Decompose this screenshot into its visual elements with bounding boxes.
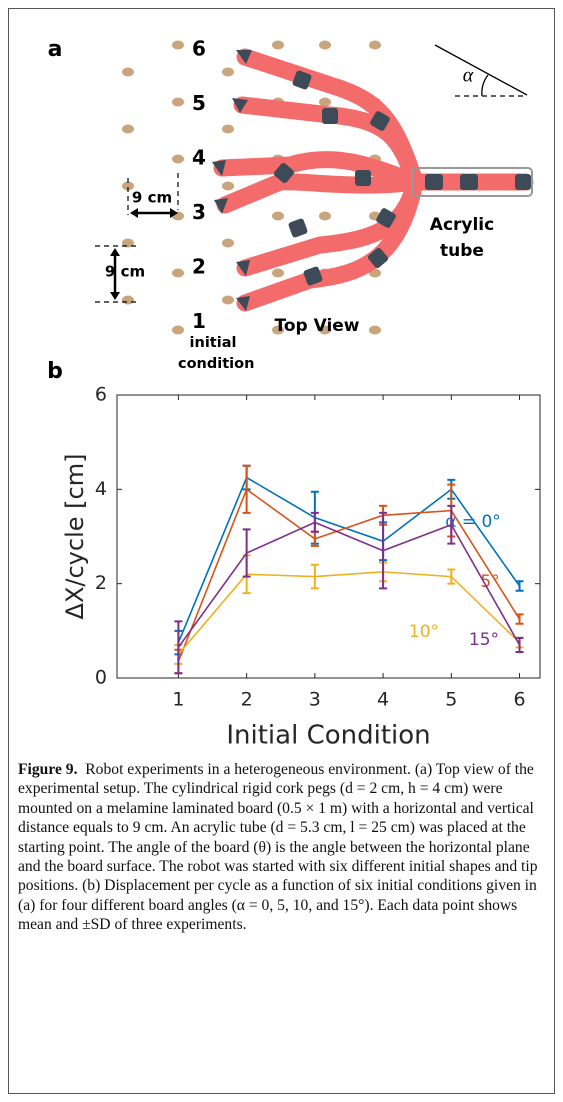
peg — [319, 325, 331, 335]
y-tick-label: 6 — [95, 384, 107, 406]
spacing-label: 9 cm — [132, 189, 172, 207]
panel-label: b — [47, 359, 63, 384]
frame — [8, 8, 555, 1094]
series-label: 10° — [409, 622, 439, 642]
y-tick-label: 4 — [95, 478, 107, 500]
peg — [369, 40, 381, 50]
series-line — [177, 521, 521, 648]
dimension-arrows — [110, 208, 178, 300]
peg — [122, 67, 134, 77]
series-label: 5° — [480, 572, 499, 592]
condition-number: 1 — [192, 309, 206, 333]
peg — [172, 268, 184, 278]
caption: Figure 9. Robot experiments in a heterog… — [18, 760, 543, 935]
caption-text: Robot experiments in a heterogeneous env… — [18, 761, 538, 934]
y-axis-label: ΔX/cycle [cm] — [61, 454, 89, 620]
error-bar — [310, 511, 319, 533]
error-bar — [310, 563, 319, 590]
error-bar — [242, 528, 251, 578]
peg — [319, 211, 331, 221]
caption-label: Figure 9. — [18, 761, 78, 778]
panel-label: a — [48, 37, 63, 62]
view-label: Top View — [274, 316, 359, 336]
series-label: 15° — [469, 630, 499, 650]
chart: 0 2 4 6 1 2 3 4 5 6 Initial Condition ΔX/cycle [cm]… — [61, 384, 541, 751]
error-bar — [515, 580, 524, 592]
error-bar — [515, 636, 524, 654]
condition-caption: initial condition — [178, 335, 255, 372]
peg — [319, 97, 331, 107]
peg — [272, 268, 284, 278]
peg — [172, 325, 184, 335]
dimension-lines — [95, 95, 527, 303]
peg — [172, 97, 184, 107]
peg — [172, 40, 184, 50]
angle-arc — [481, 74, 489, 97]
peg — [272, 211, 284, 221]
peg — [319, 40, 331, 50]
x-tick-label: 2 — [241, 689, 253, 711]
x-tick-label: 3 — [309, 689, 321, 711]
series-line — [177, 571, 521, 655]
peg — [222, 67, 234, 77]
peg — [122, 124, 134, 134]
series-line — [177, 488, 521, 662]
peg — [122, 181, 134, 191]
error-bar — [447, 504, 456, 545]
series-label: α = 0° — [445, 512, 501, 532]
y-tick-label: 2 — [95, 572, 107, 594]
error-bar — [447, 568, 456, 585]
plot-area — [116, 394, 541, 679]
peg — [272, 40, 284, 50]
error-bar — [379, 511, 388, 590]
x-tick-label: 5 — [445, 689, 457, 711]
condition-number: 4 — [192, 146, 206, 170]
error-bar — [174, 620, 183, 675]
condition-number: 3 — [192, 200, 206, 224]
condition-number: 6 — [192, 37, 206, 61]
error-bar — [515, 613, 524, 625]
tube-label: Acrylic tube — [429, 215, 495, 261]
peg — [122, 238, 134, 248]
peg — [222, 295, 234, 305]
pegs — [122, 40, 381, 335]
peg — [272, 325, 284, 335]
peg — [369, 325, 381, 335]
angle-label: α — [463, 65, 474, 87]
x-tick-label: 4 — [377, 689, 389, 711]
spacing-label: 9 cm — [105, 263, 145, 281]
robot-arms — [213, 48, 534, 312]
y-tick-label: 0 — [95, 667, 107, 689]
condition-number: 2 — [192, 255, 206, 279]
x-axis-label: Initial Condition — [226, 721, 430, 751]
acrylic-tube — [411, 167, 533, 197]
peg — [172, 154, 184, 164]
angle-line — [434, 44, 528, 96]
series-line — [177, 476, 521, 643]
peg — [222, 238, 234, 248]
error-bar — [242, 464, 251, 514]
condition-number: 5 — [192, 91, 206, 115]
x-tick-label: 6 — [513, 689, 525, 711]
peg — [222, 124, 234, 134]
peg — [222, 181, 234, 191]
peg — [122, 295, 134, 305]
modules — [212, 50, 531, 311]
x-tick-label: 1 — [172, 689, 184, 711]
arm — [216, 173, 424, 214]
